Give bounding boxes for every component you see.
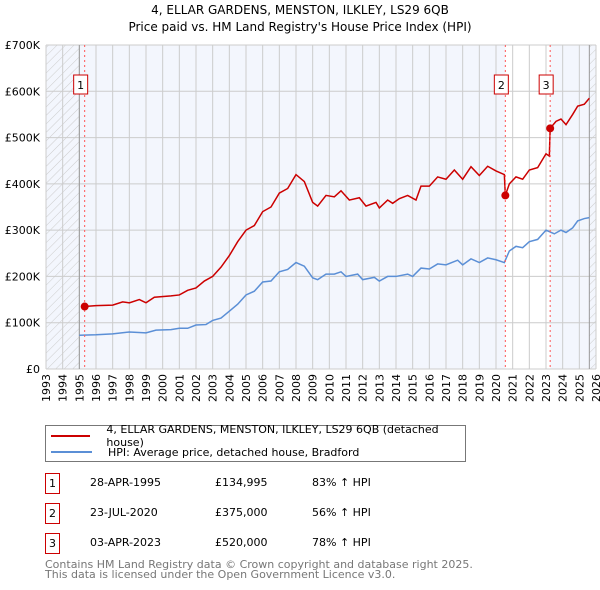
y-tick-label: £100K: [5, 317, 41, 330]
x-tick-label: 2019: [473, 374, 486, 402]
transaction-row: 3 03-APR-2023 £520,000 78% ↑ HPI: [45, 533, 465, 554]
y-tick-label: £400K: [5, 178, 41, 191]
x-tick-label: 1994: [57, 374, 70, 402]
transaction-price: £375,000: [215, 506, 268, 519]
transaction-point: [501, 191, 510, 200]
x-tick-label: 2015: [407, 374, 420, 402]
x-tick-label: 2002: [190, 374, 203, 402]
x-tick-label: 2016: [423, 374, 436, 402]
x-tick-label: 1999: [140, 374, 153, 402]
transaction-label-box: [538, 74, 554, 95]
transaction-row: 2 23-JUL-2020 £375,000 56% ↑ HPI: [45, 503, 465, 524]
transaction-label-box: [73, 74, 89, 95]
x-tick-label: 1995: [73, 374, 86, 402]
y-tick-label: £0: [26, 363, 40, 376]
x-tick-label: 2009: [307, 374, 320, 402]
transaction-date: 28-APR-1995: [90, 476, 162, 489]
legend-red-line: [51, 435, 91, 437]
x-tick-label: 2003: [207, 374, 220, 402]
transaction-label: 3: [543, 79, 550, 92]
hatched-region: [589, 45, 596, 369]
x-tick-label: 2004: [223, 374, 236, 402]
y-tick-label: £300K: [5, 224, 41, 237]
x-tick-label: 2005: [240, 374, 253, 402]
transaction-label: 1: [77, 79, 84, 92]
x-tick-label: 2018: [457, 374, 470, 402]
legend-blue-line: [51, 451, 92, 453]
transaction-price: £520,000: [215, 536, 268, 549]
y-tick-label: £600K: [5, 85, 41, 98]
x-tick-label: 2010: [323, 374, 336, 402]
footer-line: This data is licensed under the Open Gov…: [45, 568, 396, 581]
legend-item-hpi: HPI: Average price, detached house, Brad…: [46, 444, 359, 460]
transaction-marker-label: 2: [45, 503, 60, 524]
x-tick-label: 2023: [540, 374, 553, 402]
y-tick-label: £700K: [5, 39, 41, 52]
transaction-point: [80, 302, 89, 311]
chart-subtitle: Price paid vs. HM Land Registry's House …: [128, 20, 471, 34]
plot-background: [46, 45, 596, 369]
transaction-price: £134,995: [215, 476, 268, 489]
transaction-label-box: [493, 74, 509, 95]
transaction-hpi: 78% ↑ HPI: [312, 536, 371, 549]
transaction-marker-label: 1: [45, 473, 60, 494]
series-line: [79, 216, 590, 336]
footer-line: Contains HM Land Registry data © Crown c…: [45, 558, 473, 571]
transaction-date: 03-APR-2023: [90, 536, 162, 549]
transaction-label: 2: [498, 79, 505, 92]
x-tick-label: 2000: [157, 374, 170, 402]
legend: 4, ELLAR GARDENS, MENSTON, ILKLEY, LS29 …: [45, 423, 466, 462]
legend-label: 4, ELLAR GARDENS, MENSTON, ILKLEY, LS29 …: [106, 423, 439, 449]
y-tick-label: £500K: [5, 132, 41, 145]
x-tick-label: 2006: [257, 374, 270, 402]
x-tick-label: 2012: [357, 374, 370, 402]
x-tick-label: 2025: [573, 374, 586, 402]
x-tick-label: 1993: [40, 374, 53, 402]
x-tick-label: 2001: [173, 374, 186, 402]
x-tick-label: 2026: [590, 374, 600, 402]
x-tick-label: 2024: [557, 374, 570, 402]
transaction-point: [546, 124, 555, 133]
legend-label: HPI: Average price, detached house, Brad…: [108, 445, 360, 459]
x-tick-label: 2017: [440, 374, 453, 402]
transaction-hpi: 56% ↑ HPI: [312, 506, 371, 519]
x-tick-label: 2014: [390, 374, 403, 402]
x-tick-label: 2021: [507, 374, 520, 402]
x-tick-label: 2013: [373, 374, 386, 402]
chart-title: 4, ELLAR GARDENS, MENSTON, ILKLEY, LS29 …: [151, 3, 449, 17]
x-tick-label: 2011: [340, 374, 353, 402]
x-tick-label: 1998: [123, 374, 136, 402]
x-tick-label: 1997: [107, 374, 120, 402]
y-tick-label: £200K: [5, 270, 41, 283]
legend-item-property: 4, ELLAR GARDENS, MENSTON, ILKLEY, LS29 …: [46, 423, 465, 449]
x-tick-label: 1996: [90, 374, 103, 402]
transaction-row: 1 28-APR-1995 £134,995 83% ↑ HPI: [45, 473, 465, 494]
transaction-date: 23-JUL-2020: [90, 506, 158, 519]
x-tick-label: 2022: [523, 374, 536, 402]
x-tick-label: 2007: [273, 374, 286, 402]
transaction-marker-label: 3: [45, 533, 60, 554]
x-tick-label: 2020: [490, 374, 503, 402]
transaction-hpi: 83% ↑ HPI: [312, 476, 371, 489]
price-chart: 4, ELLAR GARDENS, MENSTON, ILKLEY, LS29 …: [5, 3, 600, 402]
footer: Contains HM Land Registry data © Crown c…: [45, 558, 473, 581]
x-tick-label: 2008: [290, 374, 303, 402]
series-line: [84, 97, 590, 308]
